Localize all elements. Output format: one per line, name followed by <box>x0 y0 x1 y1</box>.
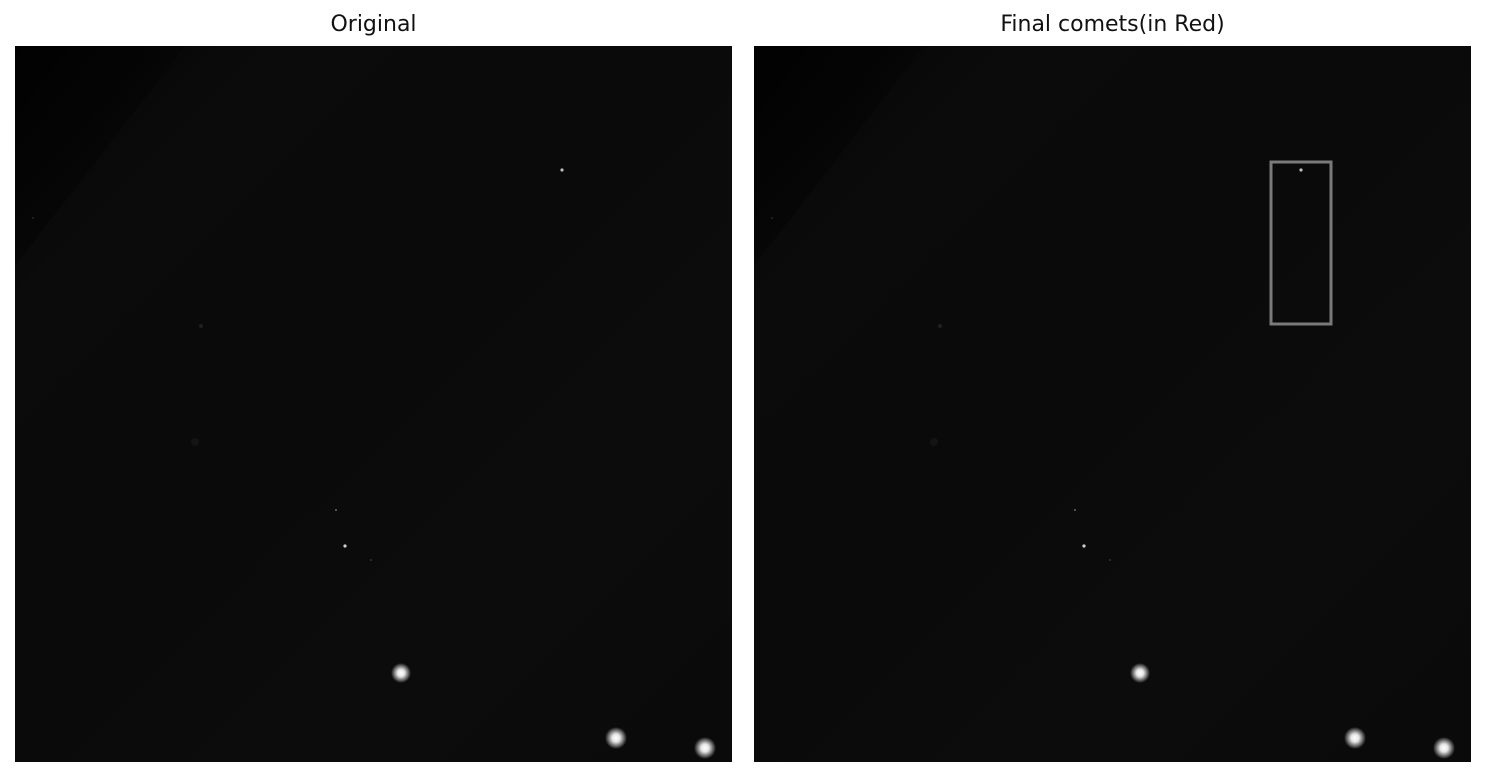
faint-star <box>32 217 34 219</box>
dark-corner-shadow <box>15 46 185 266</box>
final-comets-sky-image <box>754 46 1471 762</box>
faint-star <box>1109 559 1111 561</box>
faint-smudge <box>930 438 938 446</box>
panel-title-original: Original <box>330 12 417 37</box>
faint-star <box>1074 509 1076 511</box>
final-comets-sky-canvas <box>754 46 1455 759</box>
faint-star <box>1082 544 1086 548</box>
bright-star <box>391 663 411 683</box>
original-sky-canvas <box>15 46 716 759</box>
bright-star <box>1433 737 1455 759</box>
panel-title-final-comets: Final comets(in Red) <box>1000 12 1225 37</box>
comet-point <box>1299 168 1303 172</box>
faint-smudge <box>938 324 942 328</box>
original-sky-image <box>15 46 732 762</box>
faint-star <box>343 544 347 548</box>
faint-star <box>560 168 564 172</box>
dark-corner-shadow <box>754 46 924 266</box>
comet-detection-box <box>1269 160 1333 326</box>
bright-star <box>1130 663 1150 683</box>
faint-star <box>370 559 372 561</box>
faint-smudge <box>191 438 199 446</box>
faint-smudge <box>199 324 203 328</box>
bright-star <box>605 727 627 749</box>
faint-star <box>771 217 773 219</box>
bright-star <box>1344 727 1366 749</box>
faint-star <box>335 509 337 511</box>
bright-star <box>694 737 716 759</box>
